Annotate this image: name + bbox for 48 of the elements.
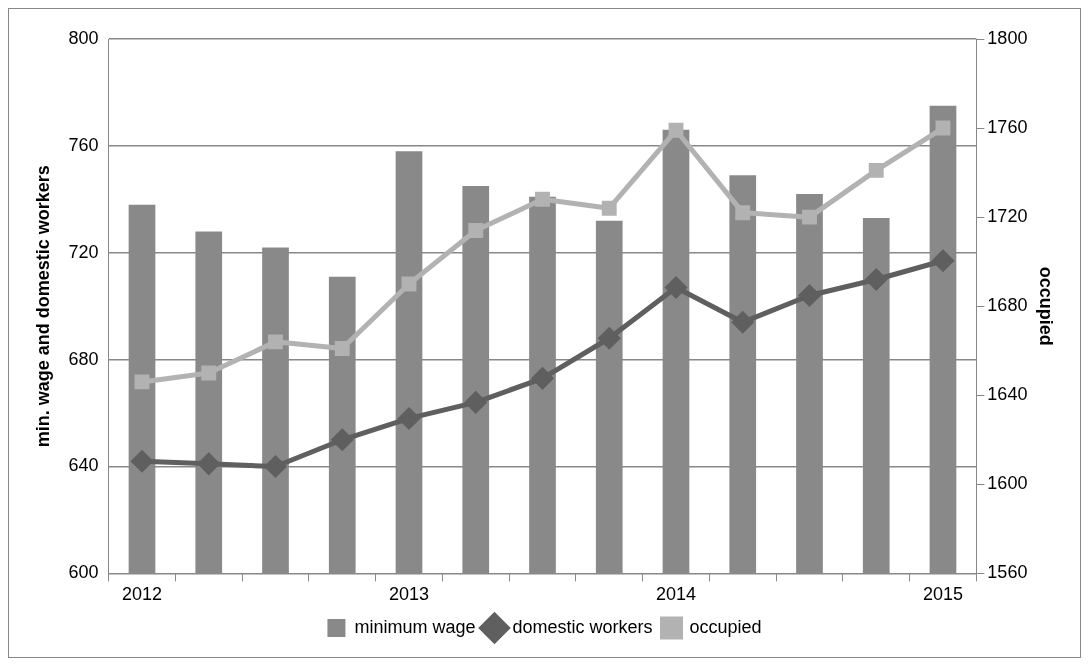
y-tick-label: 640 xyxy=(68,455,99,476)
y2-tick-label: 1600 xyxy=(987,473,1028,494)
x-tick-label: 2014 xyxy=(655,584,697,605)
point xyxy=(665,277,687,298)
legend-label: minimum wage xyxy=(354,616,476,637)
point xyxy=(798,285,820,307)
y2-tick-label: 1800 xyxy=(987,27,1028,48)
point xyxy=(802,209,817,225)
y2-tick-label: 1560 xyxy=(987,562,1028,583)
y2-tick-label: 1640 xyxy=(987,384,1028,405)
point xyxy=(468,223,484,238)
legend-label: occupied xyxy=(689,616,762,637)
point xyxy=(735,205,751,221)
y2-tick-label: 1720 xyxy=(987,206,1028,227)
x-tick-label: 2015 xyxy=(922,584,964,605)
point xyxy=(401,276,417,292)
point xyxy=(865,268,887,290)
point xyxy=(331,429,353,451)
point xyxy=(532,367,553,389)
point xyxy=(201,365,217,381)
point xyxy=(131,450,153,472)
point xyxy=(668,122,684,138)
point xyxy=(868,162,884,178)
point xyxy=(932,250,954,272)
point xyxy=(598,327,620,349)
y-tick-label: 600 xyxy=(68,562,99,583)
y-axis-title: min. wage and domestic workers xyxy=(32,165,53,448)
y-tick-label: 720 xyxy=(68,241,99,262)
x-tick-label: 2012 xyxy=(121,584,163,605)
point xyxy=(265,456,286,478)
point xyxy=(935,120,951,136)
y-tick-label: 800 xyxy=(68,27,99,48)
point xyxy=(334,341,350,356)
legend-label: domestic workers xyxy=(512,616,653,637)
point xyxy=(465,391,487,413)
point xyxy=(134,374,150,390)
x-tick-label: 2013 xyxy=(388,584,430,605)
y2-tick-label: 1680 xyxy=(987,295,1028,316)
point xyxy=(198,453,220,475)
point xyxy=(268,334,283,350)
point xyxy=(732,311,754,333)
point xyxy=(601,200,617,216)
y2-axis-title: occupied xyxy=(1036,266,1057,346)
y2-tick-label: 1760 xyxy=(987,117,1028,138)
point xyxy=(535,191,550,207)
point xyxy=(398,407,420,429)
y-tick-label: 680 xyxy=(68,348,99,369)
y-tick-label: 760 xyxy=(68,134,99,155)
